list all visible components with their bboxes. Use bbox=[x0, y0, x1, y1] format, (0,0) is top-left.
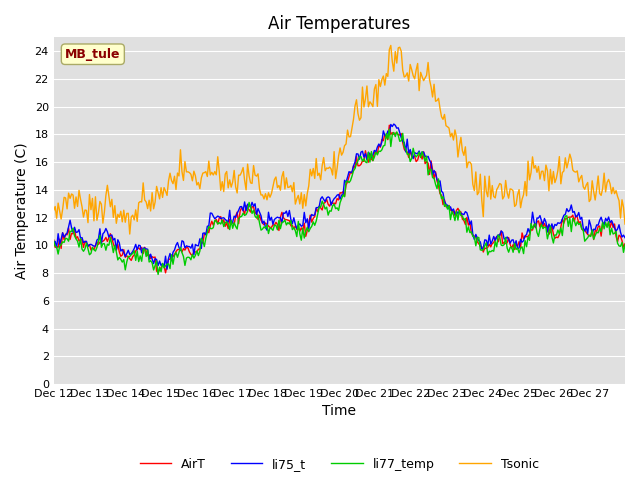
li77_temp bbox=[50, 238, 58, 244]
li77_temp bbox=[69, 225, 77, 231]
li75_t bbox=[460, 212, 468, 217]
li77_temp bbox=[460, 217, 468, 223]
Tsonic bbox=[620, 204, 627, 210]
AirT bbox=[50, 237, 58, 243]
Line: Tsonic: Tsonic bbox=[54, 46, 625, 234]
li75_t bbox=[545, 221, 553, 227]
Y-axis label: Air Temperature (C): Air Temperature (C) bbox=[15, 143, 29, 279]
AirT bbox=[87, 247, 95, 253]
X-axis label: Time: Time bbox=[323, 405, 356, 419]
Tsonic bbox=[69, 192, 77, 198]
li75_t bbox=[390, 121, 397, 127]
li77_temp bbox=[385, 126, 393, 132]
Text: MB_tule: MB_tule bbox=[65, 48, 120, 61]
Tsonic bbox=[345, 134, 353, 140]
li75_t bbox=[621, 235, 629, 240]
Tsonic bbox=[545, 188, 553, 194]
Legend: AirT, li75_t, li77_temp, Tsonic: AirT, li75_t, li77_temp, Tsonic bbox=[135, 453, 544, 476]
li75_t bbox=[345, 169, 353, 175]
Line: li75_t: li75_t bbox=[54, 124, 625, 269]
li75_t bbox=[50, 240, 58, 246]
Tsonic bbox=[387, 43, 395, 48]
Line: AirT: AirT bbox=[54, 125, 625, 273]
AirT bbox=[345, 174, 353, 180]
Tsonic bbox=[126, 231, 134, 237]
AirT bbox=[385, 122, 393, 128]
li77_temp bbox=[87, 251, 95, 256]
Tsonic bbox=[460, 153, 468, 158]
AirT bbox=[621, 241, 629, 247]
li75_t bbox=[87, 241, 95, 247]
li77_temp bbox=[154, 272, 162, 277]
Line: li77_temp: li77_temp bbox=[54, 129, 625, 275]
Tsonic bbox=[621, 221, 629, 227]
AirT bbox=[460, 217, 468, 223]
li77_temp bbox=[545, 229, 553, 235]
AirT bbox=[69, 231, 77, 237]
Title: Air Temperatures: Air Temperatures bbox=[268, 15, 410, 33]
li75_t bbox=[620, 232, 627, 238]
li77_temp bbox=[345, 180, 353, 185]
li77_temp bbox=[620, 250, 627, 255]
li75_t bbox=[163, 266, 171, 272]
li77_temp bbox=[621, 242, 629, 248]
AirT bbox=[162, 270, 170, 276]
AirT bbox=[620, 244, 627, 250]
li75_t bbox=[69, 229, 77, 235]
Tsonic bbox=[87, 207, 95, 213]
Tsonic bbox=[50, 207, 58, 213]
AirT bbox=[545, 231, 553, 237]
